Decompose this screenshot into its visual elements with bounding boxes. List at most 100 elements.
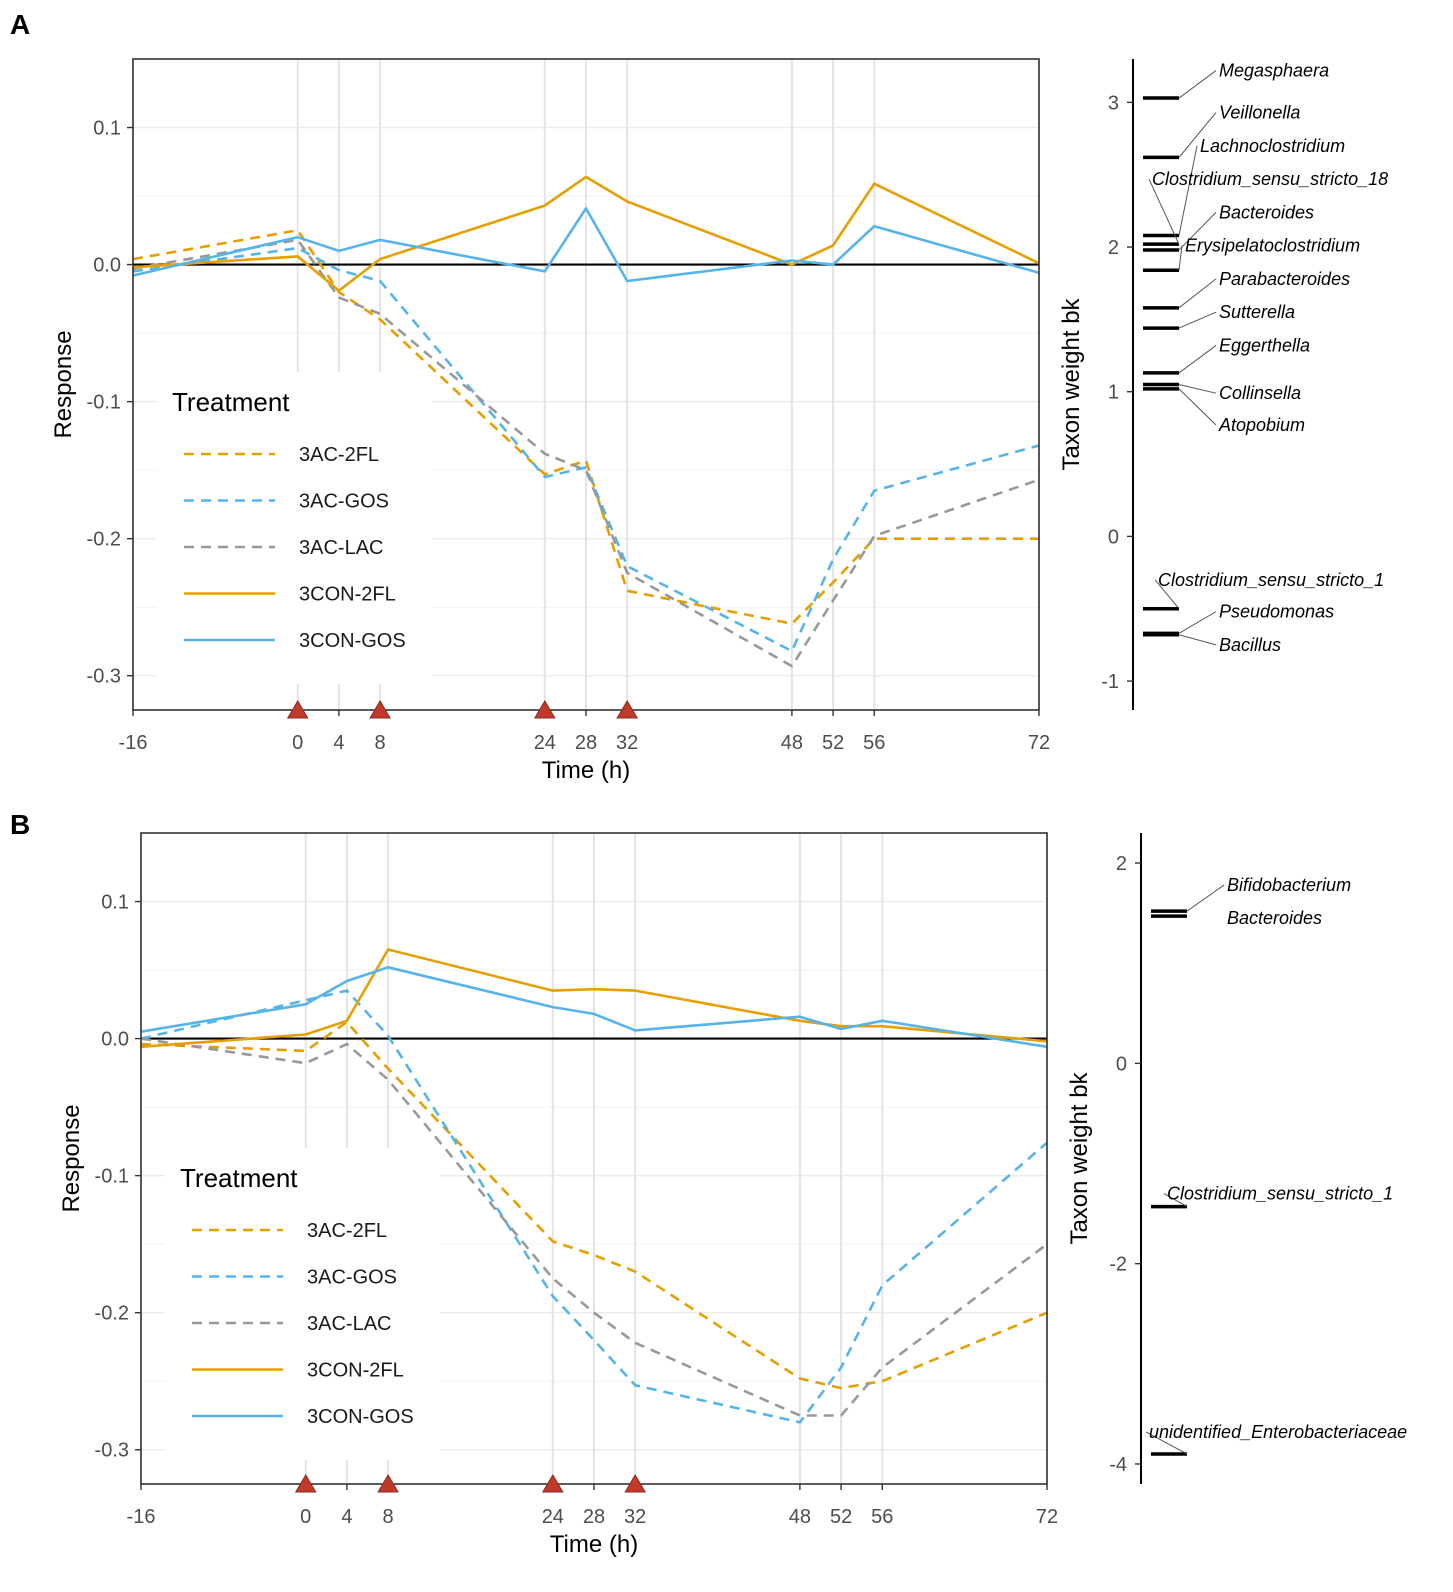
x-tick-label: 0 (300, 1506, 311, 1528)
taxon-label: Megasphaera (1219, 61, 1329, 81)
series-line-3AC-2FL (132, 229, 1039, 626)
taxon-label: Erysipelatoclostridium (1185, 236, 1360, 256)
taxon-axis-tick-label: 3 (1108, 92, 1119, 114)
legend-label: 3AC-2FL (299, 444, 379, 466)
legend: Treatment 3AC-2FL 3AC-GOS 3AC-LAC 3CON-2FL 3C… (157, 372, 432, 684)
taxon-leader-line (1178, 311, 1217, 329)
legend-label: 3CON-GOS (307, 1406, 414, 1428)
taxon-label: Bacillus (1219, 635, 1281, 655)
panel-B: B0.10.0-0.1-0.2-0.3-16 0 4 8 24 28 32 48 52 56 72T… (10, 809, 1407, 1558)
taxon-leader-line (1178, 388, 1217, 426)
legend-background (165, 1148, 440, 1460)
x-tick-label: -16 (127, 1506, 156, 1528)
x-tick-label: 72 (1036, 1506, 1058, 1528)
taxon-leader-line (1154, 579, 1180, 610)
taxon-label: Lachnoclostridium (1200, 136, 1345, 156)
legend-label: 3AC-2FL (307, 1220, 387, 1242)
legend-label: 3CON-2FL (299, 584, 396, 606)
taxon-leader-line (1178, 112, 1217, 158)
legend-background (157, 372, 432, 684)
dosing-marker (533, 700, 556, 719)
legend-label: 3CON-GOS (299, 630, 406, 652)
y-axis-title: Response (58, 1104, 85, 1212)
x-tick-label: 56 (871, 1506, 893, 1528)
taxon-leader-line (1163, 1193, 1188, 1208)
taxon-leader-line (1178, 634, 1217, 646)
x-tick-label: -16 (119, 732, 148, 754)
legend-label: 3AC-GOS (307, 1267, 397, 1289)
dosing-marker (286, 700, 309, 719)
series-line-3AC-2FL (140, 1020, 1048, 1390)
x-tick-label: 28 (583, 1506, 605, 1528)
dosing-marker (377, 1474, 399, 1493)
series-line-3CON-GOS (132, 207, 1040, 283)
x-tick-label: 4 (341, 1506, 352, 1528)
x-tick-label: 32 (624, 1506, 646, 1528)
taxon-axis-tick-label: 2 (1116, 853, 1127, 875)
x-tick-label: 24 (534, 732, 556, 754)
taxon-axis-title: Taxon weight bk (1058, 297, 1085, 470)
taxon-leader-line (1178, 384, 1217, 394)
taxon-leader-line (1145, 1431, 1188, 1455)
legend-label: 3AC-LAC (299, 537, 383, 559)
taxon-label: Veillonella (1219, 103, 1300, 123)
y-tick-label: -0.2 (95, 1303, 129, 1325)
y-tick-label: -0.3 (87, 666, 121, 688)
x-tick-label: 32 (616, 732, 638, 754)
x-tick-label: 28 (575, 732, 597, 754)
legend-label: 3CON-2FL (307, 1360, 404, 1382)
taxon-leader-line (1178, 278, 1217, 309)
legend-label: 3AC-GOS (299, 491, 389, 513)
x-tick-label: 52 (822, 732, 844, 754)
taxon-axis-tick-label: 0 (1108, 526, 1119, 548)
series-line-3CON-2FL (132, 175, 1040, 292)
x-tick-label: 4 (333, 732, 344, 754)
taxon-label: Sutterella (1219, 302, 1295, 322)
x-tick-label: 8 (375, 732, 386, 754)
taxon-axis-tick-label: 1 (1108, 382, 1119, 404)
taxon-label: Eggerthella (1219, 335, 1310, 355)
legend-title: Treatment (172, 387, 290, 417)
taxon-leader-line (1178, 70, 1217, 99)
taxon-label: unidentified_Enterobacteriaceae (1149, 1422, 1407, 1442)
dosing-marker (616, 700, 639, 719)
series-line-3AC-LAC (140, 1037, 1048, 1417)
panel-label: B (10, 809, 30, 840)
y-tick-label: -0.2 (87, 529, 121, 551)
legend-label: 3AC-LAC (307, 1313, 391, 1335)
taxon-label: Clostridium_sensu_stricto_18 (1152, 169, 1388, 189)
taxon-leader-line (1178, 611, 1217, 634)
x-tick-label: 0 (292, 732, 303, 754)
legend-title: Treatment (180, 1163, 298, 1193)
taxon-axis-panel: 2 0 -2 -4 Taxon weight bk Bifidobacterium Bact… (1066, 833, 1407, 1484)
taxon-label: Clostridium_sensu_stricto_1 (1167, 1184, 1393, 1204)
y-tick-label: 0.0 (101, 1029, 129, 1051)
panel-A: A0.10.0-0.1-0.2-0.3-16 0 4 8 24 28 32 48 52 56 72T… (10, 9, 1388, 784)
taxon-label: Pseudomonas (1219, 602, 1334, 622)
taxon-leader-line (1178, 245, 1183, 271)
x-axis-title: Time (h) (550, 1531, 638, 1558)
panel-label: A (10, 9, 30, 40)
y-tick-label: -0.1 (87, 392, 121, 414)
y-tick-label: 0.1 (93, 118, 121, 140)
taxon-axis-tick-label: -4 (1109, 1454, 1127, 1476)
taxon-leader-line (1178, 345, 1217, 374)
y-axis-title: Response (50, 330, 77, 438)
dosing-marker (294, 1474, 317, 1493)
series-line-3AC-GOS (132, 246, 1040, 653)
x-tick-label: 48 (781, 732, 803, 754)
taxon-label: Collinsella (1219, 383, 1301, 403)
x-tick-label: 52 (830, 1506, 852, 1528)
x-tick-label: 48 (789, 1506, 811, 1528)
x-tick-label: 24 (542, 1506, 564, 1528)
taxon-axis-tick-label: -1 (1101, 671, 1119, 693)
taxon-label: Bacteroides (1219, 202, 1314, 222)
dosing-marker (369, 700, 391, 719)
x-tick-label: 72 (1028, 732, 1050, 754)
taxon-label: Bifidobacterium (1227, 875, 1351, 895)
legend: Treatment 3AC-2FL 3AC-GOS 3AC-LAC 3CON-2FL 3C… (165, 1148, 440, 1460)
taxon-axis-panel: 3 2 1 0 -1 Taxon weight bk Megasphaera Veillone… (1058, 59, 1388, 710)
taxon-label: Clostridium_sensu_stricto_1 (1158, 570, 1384, 590)
taxon-axis-tick-label: -2 (1109, 1254, 1127, 1276)
